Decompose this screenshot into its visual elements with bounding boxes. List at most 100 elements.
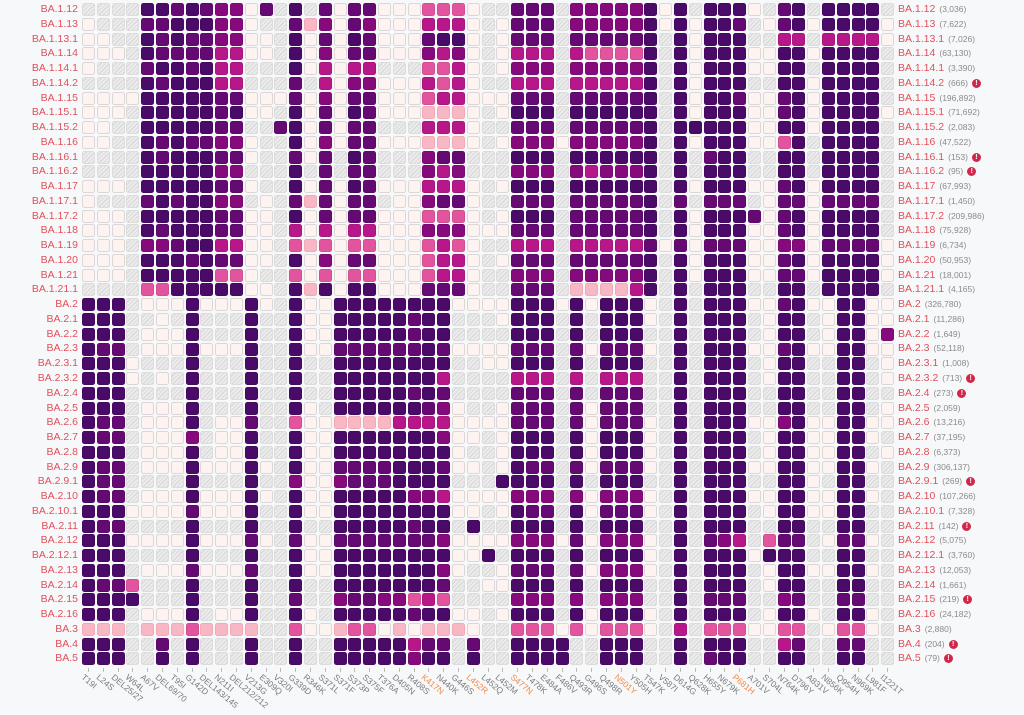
heatmap-cell[interactable] [422, 445, 436, 459]
heatmap-cell[interactable] [392, 135, 406, 149]
heatmap-cell[interactable] [570, 622, 584, 636]
row-label-right[interactable]: BA.1.16.2 (95)! [898, 165, 977, 178]
heatmap-cell[interactable] [466, 445, 480, 459]
heatmap-cell[interactable] [333, 62, 347, 75]
heatmap-cell[interactable] [244, 313, 258, 326]
heatmap-cell[interactable] [688, 622, 702, 636]
heatmap-cell[interactable] [244, 194, 258, 208]
heatmap-cell[interactable] [422, 268, 436, 282]
heatmap-cell[interactable] [392, 32, 406, 46]
heatmap-cell[interactable] [526, 652, 539, 666]
heatmap-cell[interactable] [629, 194, 643, 208]
heatmap-cell[interactable] [348, 401, 362, 415]
heatmap-cell[interactable] [748, 608, 761, 622]
heatmap-cell[interactable] [318, 490, 332, 504]
heatmap-cell[interactable] [141, 534, 155, 548]
heatmap-cell[interactable] [466, 121, 480, 135]
heatmap-cell[interactable] [141, 357, 155, 371]
heatmap-cell[interactable] [659, 342, 673, 356]
heatmap-cell[interactable] [274, 47, 288, 61]
heatmap-cell[interactable] [629, 17, 643, 31]
heatmap-cell[interactable] [318, 578, 332, 592]
heatmap-cell[interactable] [762, 121, 776, 135]
heatmap-cell[interactable] [230, 431, 243, 444]
heatmap-cell[interactable] [466, 268, 480, 282]
heatmap-cell[interactable] [141, 17, 155, 31]
heatmap-cell[interactable] [644, 165, 658, 179]
heatmap-cell[interactable] [333, 445, 347, 459]
heatmap-cell[interactable] [156, 32, 169, 46]
heatmap-cell[interactable] [422, 91, 436, 105]
heatmap-cell[interactable] [126, 490, 140, 504]
heatmap-cell[interactable] [629, 239, 643, 253]
heatmap-cell[interactable] [111, 121, 125, 135]
heatmap-cell[interactable] [703, 519, 717, 533]
heatmap-cell[interactable] [718, 342, 732, 356]
heatmap-cell[interactable] [614, 386, 628, 400]
heatmap-cell[interactable] [718, 32, 732, 46]
heatmap-cell[interactable] [230, 549, 243, 563]
heatmap-cell[interactable] [96, 165, 110, 179]
heatmap-cell[interactable] [481, 313, 495, 326]
heatmap-cell[interactable] [170, 637, 184, 651]
heatmap-cell[interactable] [304, 504, 317, 518]
heatmap-cell[interactable] [688, 416, 702, 430]
heatmap-cell[interactable] [392, 3, 406, 16]
heatmap-cell[interactable] [333, 180, 347, 194]
heatmap-cell[interactable] [348, 357, 362, 371]
heatmap-cell[interactable] [629, 637, 643, 651]
heatmap-cell[interactable] [422, 313, 436, 326]
heatmap-cell[interactable] [422, 608, 436, 622]
heatmap-cell[interactable] [111, 106, 125, 120]
heatmap-cell[interactable] [141, 460, 155, 474]
heatmap-cell[interactable] [407, 445, 421, 459]
heatmap-cell[interactable] [348, 431, 362, 444]
heatmap-cell[interactable] [600, 106, 613, 120]
heatmap-cell[interactable] [96, 76, 110, 90]
heatmap-cell[interactable] [215, 563, 229, 577]
heatmap-cell[interactable] [748, 357, 761, 371]
heatmap-cell[interactable] [200, 62, 214, 75]
heatmap-cell[interactable] [822, 135, 835, 149]
heatmap-cell[interactable] [629, 32, 643, 46]
heatmap-cell[interactable] [363, 401, 377, 415]
heatmap-cell[interactable] [881, 150, 895, 164]
heatmap-cell[interactable] [718, 534, 732, 548]
heatmap-cell[interactable] [244, 637, 258, 651]
heatmap-cell[interactable] [378, 475, 391, 489]
heatmap-cell[interactable] [422, 622, 436, 636]
heatmap-cell[interactable] [259, 608, 273, 622]
heatmap-cell[interactable] [777, 150, 791, 164]
heatmap-cell[interactable] [526, 622, 539, 636]
heatmap-cell[interactable] [333, 504, 347, 518]
heatmap-cell[interactable] [126, 150, 140, 164]
heatmap-cell[interactable] [585, 386, 599, 400]
heatmap-cell[interactable] [600, 475, 613, 489]
heatmap-cell[interactable] [363, 504, 377, 518]
heatmap-cell[interactable] [185, 504, 199, 518]
heatmap-cell[interactable] [82, 401, 95, 415]
heatmap-cell[interactable] [259, 121, 273, 135]
heatmap-cell[interactable] [452, 504, 465, 518]
heatmap-cell[interactable] [540, 194, 554, 208]
heatmap-cell[interactable] [333, 460, 347, 474]
warning-icon[interactable]: ! [966, 477, 976, 487]
heatmap-cell[interactable] [466, 298, 480, 312]
heatmap-cell[interactable] [748, 519, 761, 533]
heatmap-cell[interactable] [348, 637, 362, 651]
heatmap-cell[interactable] [215, 637, 229, 651]
heatmap-cell[interactable] [703, 121, 717, 135]
heatmap-cell[interactable] [585, 504, 599, 518]
heatmap-cell[interactable] [659, 401, 673, 415]
heatmap-cell[interactable] [185, 268, 199, 282]
row-label-right[interactable]: BA.1.14.1 (3,390) [898, 62, 975, 75]
heatmap-cell[interactable] [688, 549, 702, 563]
heatmap-cell[interactable] [481, 135, 495, 149]
heatmap-cell[interactable] [289, 3, 303, 16]
heatmap-cell[interactable] [836, 563, 850, 577]
heatmap-cell[interactable] [540, 563, 554, 577]
heatmap-cell[interactable] [688, 490, 702, 504]
heatmap-cell[interactable] [866, 504, 880, 518]
heatmap-cell[interactable] [807, 593, 821, 607]
row-label-right[interactable]: BA.2.12.1 (3,760) [898, 549, 975, 562]
